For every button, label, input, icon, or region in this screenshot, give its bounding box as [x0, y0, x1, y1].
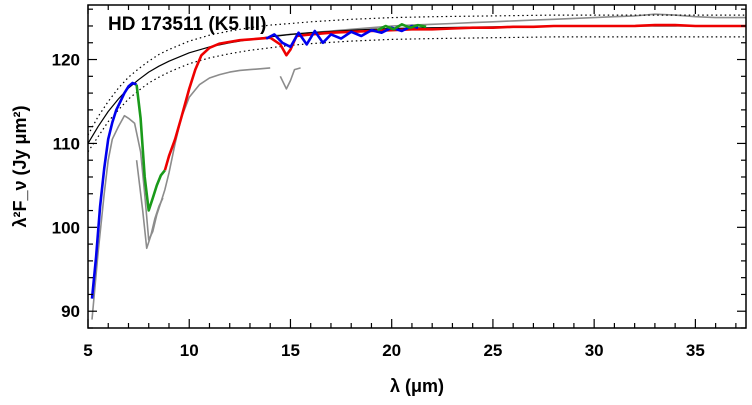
ticks-layer: 5 10 15 20 25 30 35 90 100 110 120 — [52, 5, 746, 360]
x-tick-label-10: 10 — [180, 341, 199, 360]
x-tick-label-30: 30 — [585, 341, 604, 360]
x-axis-label: λ (μm) — [390, 376, 444, 396]
series-line-green-5 — [135, 84, 166, 212]
series-line-model-9 — [87, 25, 746, 144]
y-tick-label-90: 90 — [61, 302, 80, 321]
series-line-model-11 — [87, 36, 746, 153]
x-tick-label-20: 20 — [382, 341, 401, 360]
x-tick-label-35: 35 — [686, 341, 705, 360]
y-axis-label: λ²F_ν (Jy μm²) — [10, 105, 30, 227]
series-line-gray-1 — [279, 67, 301, 90]
series-line-gray-3 — [270, 13, 746, 37]
x-tick-label-15: 15 — [281, 341, 300, 360]
series-layer — [87, 13, 746, 320]
series-line-red-6 — [163, 23, 746, 171]
y-tick-label-120: 120 — [52, 51, 80, 70]
series-line-gray-2 — [135, 160, 164, 250]
series-line-green-8 — [376, 23, 427, 32]
series-line-model-10 — [87, 14, 746, 136]
series-line-blue-4 — [90, 81, 138, 299]
x-tick-label-25: 25 — [483, 341, 502, 360]
x-tick-label-5: 5 — [83, 341, 92, 360]
y-tick-label-100: 100 — [52, 218, 80, 237]
y-tick-label-110: 110 — [53, 134, 80, 153]
chart-title: HD 173511 (K5 III) — [108, 14, 266, 35]
plot-frame — [87, 4, 747, 329]
